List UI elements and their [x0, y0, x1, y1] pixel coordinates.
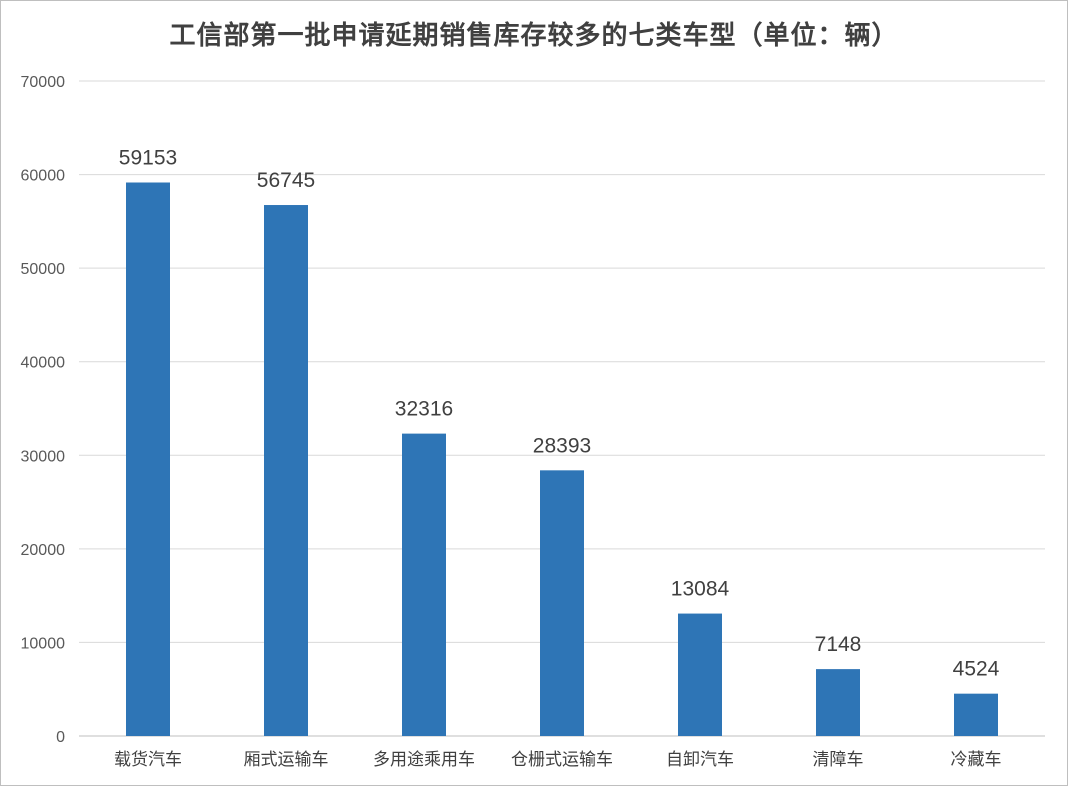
y-tick-label: 10000 [21, 635, 66, 652]
y-tick-label: 60000 [21, 168, 66, 185]
x-category-label: 清障车 [813, 750, 864, 770]
bar [126, 182, 170, 736]
x-category-label: 仓栅式运输车 [511, 750, 613, 770]
y-tick-label: 20000 [21, 542, 66, 559]
bar [678, 613, 722, 736]
y-tick-label: 40000 [21, 355, 66, 372]
y-tick-label: 30000 [21, 448, 66, 465]
x-category-label: 载货汽车 [114, 750, 182, 770]
x-category-label: 多用途乘用车 [373, 750, 475, 770]
data-label: 4524 [953, 658, 1000, 681]
chart-title: 工信部第一批申请延期销售库存较多的七类车型（单位：辆） [169, 21, 899, 51]
x-category-label: 厢式运输车 [244, 750, 329, 770]
y-tick-label: 70000 [21, 74, 66, 91]
data-label: 28393 [533, 434, 591, 457]
data-label: 56745 [257, 169, 315, 192]
bar [264, 205, 308, 736]
y-tick-label: 50000 [21, 261, 66, 278]
bar [816, 669, 860, 736]
y-tick-label: 0 [56, 729, 65, 746]
bar [402, 433, 446, 736]
x-category-label: 冷藏车 [951, 750, 1002, 770]
data-label: 7148 [815, 633, 862, 656]
bar [540, 470, 584, 736]
x-category-label: 自卸汽车 [666, 750, 734, 770]
data-label: 13084 [671, 578, 730, 601]
data-label: 59153 [119, 146, 177, 169]
bar [954, 693, 998, 736]
data-label: 32316 [395, 398, 453, 421]
